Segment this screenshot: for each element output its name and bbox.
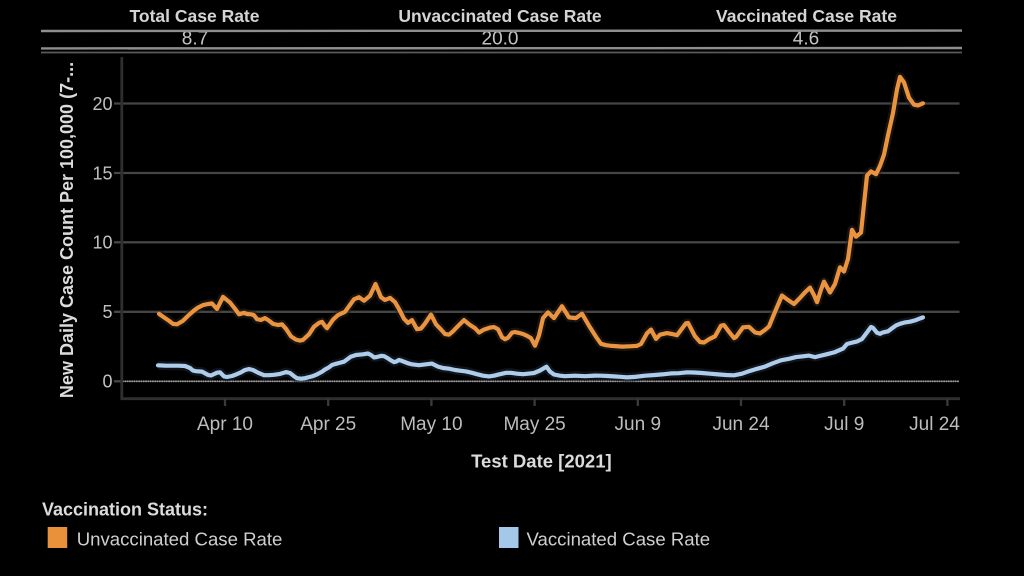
svg-text:4.6: 4.6: [793, 29, 819, 50]
svg-text:Vaccinated Case Rate: Vaccinated Case Rate: [716, 6, 897, 26]
svg-text:May 25: May 25: [503, 414, 565, 435]
svg-text:Total Case Rate: Total Case Rate: [130, 6, 260, 26]
svg-text:Unvaccinated Case Rate: Unvaccinated Case Rate: [398, 6, 602, 26]
svg-text:Apr 25: Apr 25: [300, 414, 356, 435]
svg-text:New Daily Case Count Per 100,0: New Daily Case Count Per 100,000 (7-...: [57, 62, 77, 398]
svg-text:20: 20: [92, 94, 112, 114]
svg-text:Vaccinated Case Rate: Vaccinated Case Rate: [527, 529, 711, 550]
svg-text:Test Date [2021]: Test Date [2021]: [471, 451, 612, 472]
svg-text:8.7: 8.7: [182, 29, 208, 50]
svg-text:Jun 24: Jun 24: [712, 414, 769, 435]
svg-text:0: 0: [102, 372, 112, 392]
svg-text:5: 5: [102, 302, 112, 322]
svg-text:Apr 10: Apr 10: [197, 414, 253, 435]
svg-text:10: 10: [92, 233, 112, 253]
svg-text:15: 15: [92, 163, 112, 183]
svg-text:Jun 9: Jun 9: [615, 414, 661, 435]
svg-text:May 10: May 10: [400, 414, 462, 435]
svg-text:Vaccination Status:: Vaccination Status:: [42, 500, 208, 520]
svg-text:Unvaccinated Case Rate: Unvaccinated Case Rate: [77, 529, 283, 550]
svg-text:Jul 24: Jul 24: [909, 414, 960, 435]
svg-text:20.0: 20.0: [482, 29, 519, 50]
svg-text:Jul 9: Jul 9: [824, 414, 864, 435]
